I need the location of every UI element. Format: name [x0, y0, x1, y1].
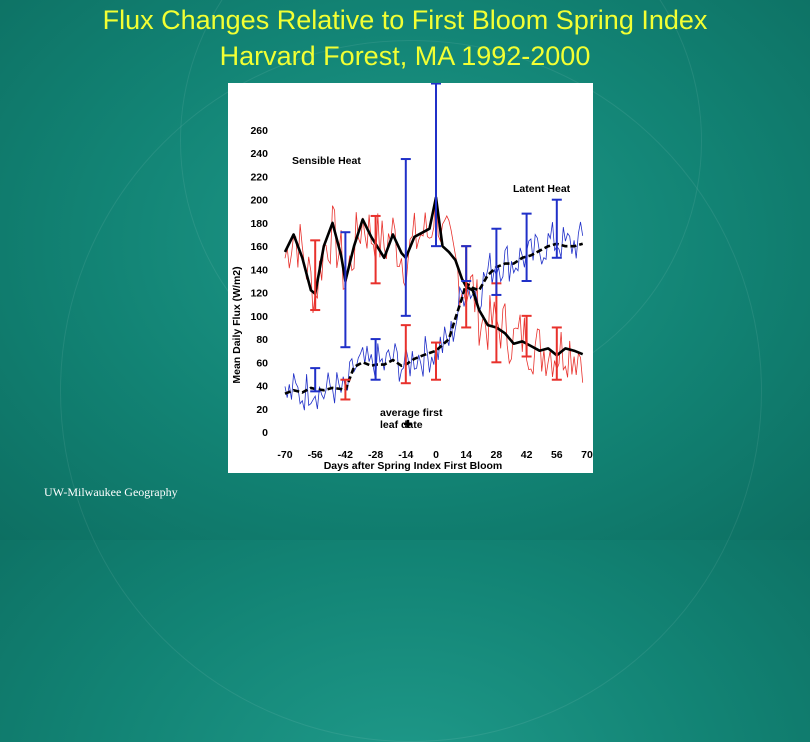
y-tick-label: 100	[250, 311, 268, 323]
latent-heat-label: Latent Heat	[513, 183, 571, 195]
leaf-date-label-line1: average first	[380, 407, 443, 419]
x-tick-label: 56	[551, 449, 563, 461]
y-tick-label: 140	[250, 264, 268, 276]
y-tick-label: 240	[250, 148, 268, 160]
y-tick-label: 0	[262, 427, 268, 439]
x-tick-label: -56	[308, 449, 323, 461]
x-axis-title: Days after Spring Index First Bloom	[324, 460, 503, 472]
x-tick-label: 70	[581, 449, 593, 461]
y-tick-label: 180	[250, 218, 268, 230]
chart-panel: 0 20 40 60 80 100 120 140 160 180 200 220 240 260 -70-…	[228, 83, 593, 473]
x-tick-label: 28	[491, 449, 503, 461]
y-tick-label: 40	[256, 381, 268, 393]
chart-error-bars	[310, 83, 562, 428]
x-tick-label: -28	[368, 449, 383, 461]
y-tick-label: 220	[250, 171, 268, 183]
y-tick-label: 120	[250, 288, 268, 300]
credit-text: UW-Milwaukee Geography	[44, 485, 178, 499]
x-tick-label: 14	[460, 449, 472, 461]
x-tick-label: -70	[277, 449, 292, 461]
chart-axes: 020406080100120140160180200220240260-70-…	[250, 125, 593, 461]
y-tick-label: 200	[250, 195, 268, 207]
raw-series-line	[284, 184, 584, 383]
leaf-date-label-line2: leaf date	[380, 419, 423, 431]
y-axis-title: Mean Daily Flux (W/m2)	[231, 266, 243, 383]
slide-title-line1: Flux Changes Relative to First Bloom Spr…	[102, 5, 708, 35]
raw-series-line	[284, 221, 584, 411]
x-tick-label: -14	[398, 449, 413, 461]
y-tick-label: 160	[250, 241, 268, 253]
y-tick-label: 20	[256, 404, 268, 416]
x-tick-label: 0	[433, 449, 439, 461]
y-tick-label: 60	[256, 357, 268, 369]
x-tick-label: 42	[521, 449, 533, 461]
sensible-heat-label: Sensible Heat	[292, 155, 361, 167]
latent-heat-smoothed-line	[284, 242, 584, 395]
y-tick-label: 260	[250, 125, 268, 137]
chart-series	[283, 184, 584, 411]
flux-chart: 020406080100120140160180200220240260-70-…	[231, 83, 593, 472]
y-tick-label: 80	[256, 334, 268, 346]
slide-title-line2: Harvard Forest, MA 1992-2000	[219, 41, 591, 71]
chart-annotations: Sensible Heat Latent Heat average first …	[231, 155, 571, 472]
x-tick-label: -42	[338, 449, 353, 461]
